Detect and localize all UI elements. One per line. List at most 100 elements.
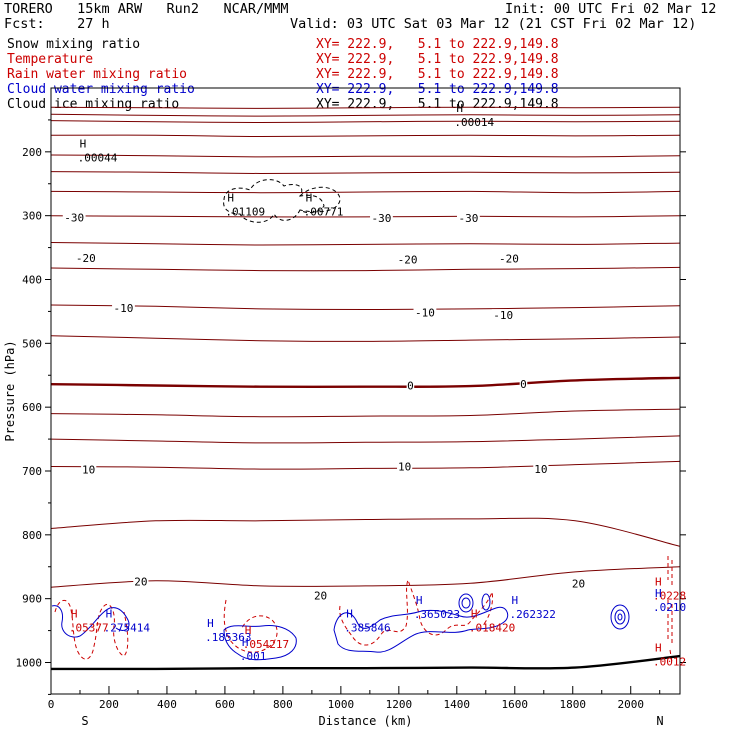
hydrometeor-contours <box>51 179 673 663</box>
x-tick-label: 400 <box>157 698 177 711</box>
rain-water-contour <box>339 578 493 646</box>
y-tick-label: 500 <box>22 337 42 350</box>
isotherm-label-bg <box>457 212 480 225</box>
x-tick-label: 1000 <box>328 698 355 711</box>
isotherm-label: -20 <box>76 252 96 265</box>
isotherm-line <box>50 154 681 158</box>
maximum-marker: H <box>306 191 313 204</box>
labels-group: -30 -30 -30 -20 -20 -20 -10 -10 -10 0 0 10 10 10 20 20 2… <box>62 102 686 668</box>
isotherm-label: 10 <box>534 463 547 476</box>
isotherm-line <box>50 106 681 109</box>
isotherm-label-bg <box>133 575 149 588</box>
maximum-marker: H <box>471 607 478 620</box>
isotherm-label: -30 <box>372 212 392 225</box>
cloud-water-cell <box>610 604 630 630</box>
y-tick-label: 1000 <box>16 657 43 670</box>
maximum-value: .00014 <box>454 116 494 129</box>
south-label: S <box>81 714 88 728</box>
isotherm-line <box>50 113 681 117</box>
isotherm-line <box>50 517 681 547</box>
isotherm-label-bg <box>62 211 86 224</box>
y-tick-label: 800 <box>22 529 42 542</box>
maximum-marker: H <box>106 607 113 620</box>
maximum-value: .0228 <box>653 590 686 603</box>
legend-label-cloud-water: Cloud water mixing ratio <box>7 82 195 97</box>
isotherm-label-bg <box>397 460 413 473</box>
isotherm-label-bg <box>413 306 437 319</box>
y-tick-label: 400 <box>22 274 42 287</box>
plot-frame <box>50 87 681 695</box>
x-tick-label: 1400 <box>444 698 471 711</box>
isotherm-line <box>50 266 681 272</box>
isotherm-label-bg <box>519 378 528 391</box>
valid-time: Valid: 03 UTC Sat 03 Mar 12 (21 CST Fri … <box>290 16 697 32</box>
legend-label-snow: Snow mixing ratio <box>7 37 141 52</box>
maximum-value: .00044 <box>78 152 118 165</box>
maximum-value: .054217 <box>243 638 289 651</box>
maximum-value: .262322 <box>509 608 555 621</box>
y-tick-label: 900 <box>22 593 42 606</box>
isotherm-group <box>50 106 681 588</box>
isotherm-label: 20 <box>314 589 327 602</box>
isotherm-line <box>50 566 681 588</box>
isotherm-label-bg <box>491 309 515 322</box>
isotherm-label: -10 <box>493 309 513 322</box>
maximum-value: .00771 <box>304 205 344 218</box>
isotherm-label-bg <box>74 251 98 264</box>
maximum-value: .018420 <box>469 621 515 634</box>
isotherm-line <box>50 171 681 175</box>
isotherm-label: 20 <box>134 575 147 588</box>
maximum-marker: H <box>655 587 662 600</box>
isotherm-line <box>50 215 681 218</box>
x-tick-label: 2000 <box>617 698 644 711</box>
maximum-marker: H <box>245 624 252 637</box>
isotherm-label: 0 <box>520 378 527 391</box>
isotherm-label-bg <box>406 379 415 392</box>
isotherm-label: -20 <box>398 254 418 267</box>
maximum-value: .0210 <box>653 601 686 614</box>
maximum-value: .001 <box>240 650 267 663</box>
isotherm-label: 0 <box>407 379 414 392</box>
maximum-value: .0012 <box>653 655 686 668</box>
maximum-marker: H <box>655 641 662 654</box>
isotherm-label: 10 <box>82 464 95 477</box>
x-tick-label: 200 <box>99 698 119 711</box>
isotherm-label-bg <box>533 463 549 476</box>
isotherm-label: -30 <box>64 212 84 225</box>
rain-water-contour <box>54 599 129 660</box>
legend-xy-rain: XY= 222.9, 5.1 to 222.9,149.8 <box>316 67 559 82</box>
legend-label-temperature: Temperature <box>7 52 94 67</box>
maximum-value: .385846 <box>344 621 390 634</box>
legend-label-rain: Rain water mixing ratio <box>7 67 188 82</box>
legend-xy-temperature: XY= 222.9, 5.1 to 222.9,149.8 <box>316 52 559 67</box>
surface-line <box>50 654 681 671</box>
isotherm-label-bg <box>81 463 97 476</box>
snow-contour <box>299 186 341 213</box>
maximum-marker: H <box>456 102 463 115</box>
isotherm-line <box>50 190 681 194</box>
maximum-marker: H <box>227 191 234 204</box>
isotherm-label: -30 <box>458 212 478 225</box>
maximum-marker: H <box>655 576 662 589</box>
y-axis-label: Pressure (hPa) <box>3 340 17 441</box>
cloud-water-cell <box>461 597 471 609</box>
x-tick-label: 1800 <box>560 698 587 711</box>
isotherm-label: -20 <box>499 252 519 265</box>
y-tick-label: 300 <box>22 210 42 223</box>
legend-xy-snow: XY= 222.9, 5.1 to 222.9,149.8 <box>316 37 559 52</box>
isotherm-line <box>50 460 681 470</box>
maximum-value: .05377 <box>69 621 109 634</box>
isotherm-label: -10 <box>114 302 134 315</box>
isotherm-line <box>50 120 681 124</box>
y-tick-label: 200 <box>22 146 42 159</box>
isotherm-line <box>50 435 681 444</box>
maximum-marker: H <box>346 607 353 620</box>
x-tick-label: 0 <box>48 698 55 711</box>
north-label: N <box>656 714 663 728</box>
cloud-water-cell <box>617 613 623 621</box>
maximum-marker: H <box>207 617 214 630</box>
init-time: Init: 00 UTC Fri 02 Mar 12 <box>505 1 717 17</box>
legend-label-cloud-ice: Cloud ice mixing ratio <box>7 97 180 112</box>
isotherm-label-bg <box>112 302 135 315</box>
